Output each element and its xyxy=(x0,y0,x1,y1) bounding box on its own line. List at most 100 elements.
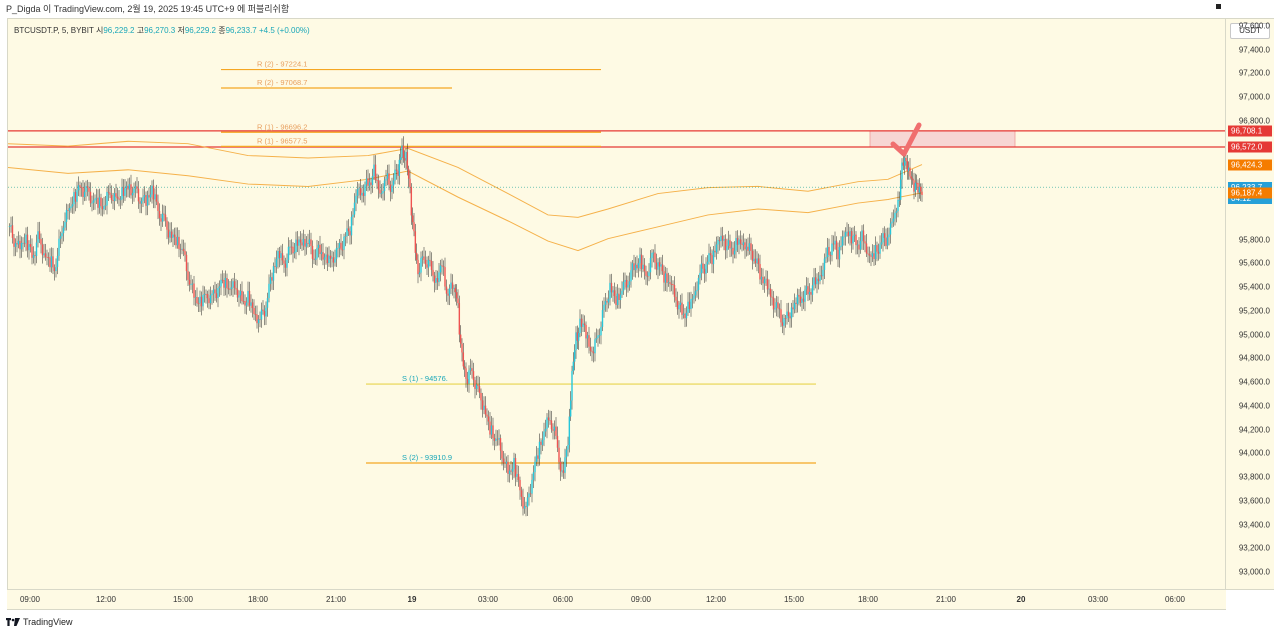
chart-settings-square-icon[interactable] xyxy=(1216,4,1221,9)
candle-body xyxy=(350,216,353,236)
candle-body xyxy=(631,263,634,271)
candle-body xyxy=(455,292,458,299)
candle-body xyxy=(738,239,740,245)
candle-body xyxy=(805,286,808,290)
time-tick-label: 19 xyxy=(407,595,417,604)
candle-body xyxy=(284,263,287,268)
candle-body xyxy=(41,244,44,256)
candle-body xyxy=(82,187,84,197)
candle-body xyxy=(837,250,839,260)
candle-body xyxy=(271,277,273,281)
candle-body xyxy=(492,425,494,439)
candle-body xyxy=(47,257,50,259)
candle-body xyxy=(906,161,909,172)
candle-body xyxy=(259,319,261,321)
currency-selector[interactable]: USDT xyxy=(1230,23,1270,39)
candle-body xyxy=(52,256,54,268)
candle-body xyxy=(355,195,357,203)
candle-body xyxy=(858,244,860,250)
time-tick-label: 09:00 xyxy=(630,595,652,604)
price-tick-label: 94,000.0 xyxy=(1238,448,1270,458)
candle-body xyxy=(708,253,710,262)
chart-plot-area[interactable]: BTCUSDT.P, 5, BYBIT 시96,229.2 고96,270.3 … xyxy=(7,18,1226,590)
candle-body xyxy=(113,193,116,201)
candle-body xyxy=(766,278,769,290)
candle-body xyxy=(868,254,871,256)
candle-body xyxy=(214,289,216,294)
candle-body xyxy=(615,296,617,305)
candle-body xyxy=(133,188,135,193)
candle-body xyxy=(472,371,475,381)
candle-body xyxy=(657,262,659,270)
candle-body xyxy=(206,294,209,299)
candle-body xyxy=(562,470,565,473)
candle-body xyxy=(664,273,667,283)
candle-body xyxy=(136,186,138,189)
candle-body xyxy=(640,254,643,270)
candle-body xyxy=(568,416,571,445)
candle-body xyxy=(232,281,234,288)
candle-body xyxy=(274,266,276,268)
candle-body xyxy=(420,257,422,273)
candle-body xyxy=(715,244,718,253)
candle-body xyxy=(299,239,302,243)
candle-body xyxy=(414,231,417,253)
candle-body xyxy=(514,457,517,477)
candle-body xyxy=(625,279,628,288)
candle-body xyxy=(373,164,375,177)
candle-body xyxy=(55,266,57,272)
high-label: 고 xyxy=(136,26,145,35)
candle-body xyxy=(275,259,278,268)
candle-body xyxy=(832,243,835,245)
candle-body xyxy=(242,300,245,302)
time-tick-label: 12:00 xyxy=(705,595,727,604)
candle-body xyxy=(152,185,155,200)
candle-body xyxy=(331,257,333,259)
candle-body xyxy=(323,257,326,260)
price-axis[interactable]: USDT 97,600.0 97,400.0 97,200.0 97,000.0 96,… xyxy=(1226,18,1274,590)
candle-body xyxy=(458,303,461,335)
symbol-name[interactable]: BTCUSDT.P, 5, BYBIT xyxy=(14,26,94,35)
time-axis[interactable]: 09:00 12:00 15:00 18:00 21:00 19 03:00 06:00 09:… xyxy=(7,590,1226,610)
candle-body xyxy=(277,251,279,260)
candle-body xyxy=(879,244,881,254)
candle-body xyxy=(754,258,757,264)
candle-body xyxy=(439,265,442,273)
pivot-label: R (1) - 96577.5 xyxy=(257,136,307,145)
candle-body xyxy=(380,193,383,195)
candle-body xyxy=(757,258,760,265)
price-chart-svg[interactable]: R (2) - 97224.1 R (2) - 97068.7 R (1) - 96… xyxy=(8,19,1225,589)
candle-body xyxy=(413,222,415,232)
candle-body xyxy=(163,213,165,215)
change-value: +4.5 (+0.00%) xyxy=(258,26,310,35)
candle-body xyxy=(490,425,493,435)
candle-body xyxy=(293,252,296,254)
candle-body xyxy=(382,191,384,194)
candle-body xyxy=(364,184,366,196)
candle-body xyxy=(556,435,559,448)
price-tick-label: 96,800.0 xyxy=(1238,116,1270,126)
candle-body xyxy=(915,182,918,184)
candle-body xyxy=(706,261,709,265)
candle-body xyxy=(127,185,129,190)
candle-body xyxy=(793,302,796,310)
candle-body xyxy=(561,470,563,472)
candle-body xyxy=(558,447,560,462)
candle-body xyxy=(880,242,883,245)
candle-body xyxy=(885,237,887,246)
price-tick-label: 93,000.0 xyxy=(1238,567,1270,577)
candle-body xyxy=(161,213,164,222)
candle-body xyxy=(76,190,78,202)
candle-body xyxy=(398,159,401,176)
candle-body xyxy=(44,253,47,257)
candle-body xyxy=(215,293,218,299)
candle-body xyxy=(466,378,469,384)
candle-body xyxy=(559,461,562,472)
candle-body xyxy=(537,455,539,459)
candle-body xyxy=(646,275,649,277)
candle-body xyxy=(565,449,568,458)
candle-body xyxy=(907,167,910,172)
candle-body xyxy=(679,302,682,306)
candle-body xyxy=(202,295,204,307)
candle-body xyxy=(307,243,309,245)
